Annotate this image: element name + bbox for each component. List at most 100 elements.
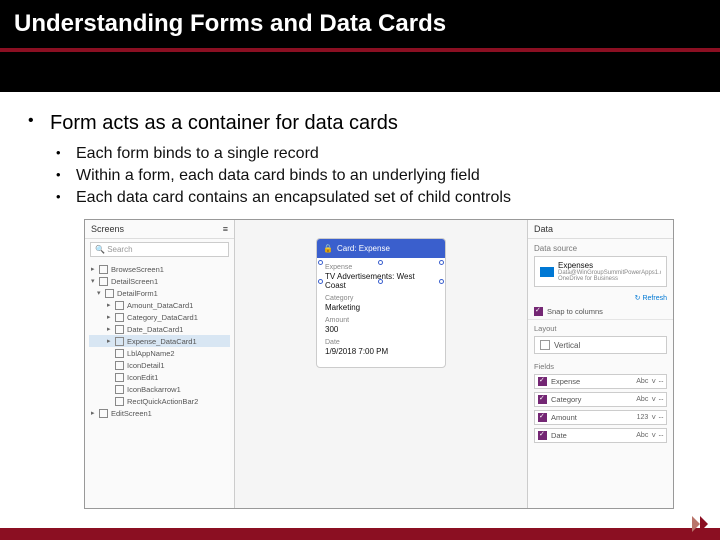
field-name: Expense (551, 377, 636, 386)
phone-preview[interactable]: 🔒 Card: Expense Expense TV Advertisement… (316, 238, 446, 368)
tree-item-amount[interactable]: ▸Amount_DataCard1 (89, 299, 230, 311)
tree-item-expense-selected[interactable]: ▸Expense_DataCard1 (89, 335, 230, 347)
more-icon[interactable]: ··· (658, 413, 663, 422)
title-bg-extension (0, 52, 720, 92)
more-icon[interactable]: ··· (658, 395, 663, 404)
bullet-dot: • (56, 145, 76, 160)
search-input[interactable]: 🔍 Search (90, 242, 229, 257)
field-row-date[interactable]: Date Abc ˅ ··· (534, 428, 667, 443)
data-source-section: Data source Expenses Data@WinGroupSummit… (528, 239, 673, 292)
chevron-down-icon[interactable]: ˅ (651, 431, 656, 440)
refresh-text: Refresh (642, 295, 667, 302)
checkbox-icon[interactable] (538, 413, 547, 422)
data-header: Data (528, 220, 673, 239)
field-row-category[interactable]: Category Abc ˅ ··· (534, 392, 667, 407)
sub-c: Each data card contains an encapsulated … (76, 189, 511, 207)
field-name: Category (551, 395, 636, 404)
snap-to-columns[interactable]: Snap to columns (528, 304, 673, 320)
fields-section: Fields Expense Abc ˅ ··· Category Abc ˅ … (528, 358, 673, 450)
checkbox-icon[interactable] (534, 307, 543, 316)
refresh-link[interactable]: ↻ Refresh (528, 292, 673, 304)
field-value: Marketing (325, 303, 437, 312)
data-source-dropdown[interactable]: Expenses Data@WinGroupSummitPowerApps1.o… (534, 256, 667, 287)
bullet-dot: • (56, 167, 76, 182)
tree-item-edit[interactable]: ▸EditScreen1 (89, 407, 230, 419)
data-panel: Data Data source Expenses Data@WinGroupS… (527, 220, 673, 508)
tree-item-date[interactable]: ▸Date_DataCard1 (89, 323, 230, 335)
field-amount: Amount 300 (325, 317, 437, 334)
tree-item-detailform[interactable]: ▾DetailForm1 (89, 287, 230, 299)
field-value: 300 (325, 325, 437, 334)
screens-header: Screens ≡ (85, 220, 234, 239)
card-title: Card: Expense (337, 244, 390, 253)
chevron-down-icon[interactable]: ˅ (651, 413, 656, 422)
layout-dropdown[interactable]: Vertical (534, 336, 667, 354)
sub-b: Within a form, each data card binds to a… (76, 167, 480, 185)
field-row-expense[interactable]: Expense Abc ˅ ··· (534, 374, 667, 389)
lock-icon: 🔒 (323, 244, 333, 253)
tree-label: EditScreen1 (111, 409, 152, 418)
screens-tree: ▸BrowseScreen1 ▾DetailScreen1 ▾DetailFor… (85, 260, 234, 422)
tree-label: IconBackarrow1 (127, 385, 181, 394)
bullet-dot: • (28, 112, 50, 130)
bullet-level2: • Each data card contains an encapsulate… (56, 189, 692, 207)
tree-item-detail[interactable]: ▾DetailScreen1 (89, 275, 230, 287)
more-icon[interactable]: ··· (658, 377, 663, 386)
field-type: Abc (636, 378, 648, 385)
card-header: 🔒 Card: Expense (317, 239, 445, 258)
snap-label: Snap to columns (547, 307, 603, 316)
data-title: Data (534, 224, 553, 234)
field-label: Date (325, 339, 437, 346)
selection-handles[interactable] (321, 263, 441, 281)
field-name: Date (551, 431, 636, 440)
layout-value: Vertical (554, 341, 580, 350)
content-area: • Form acts as a container for data card… (0, 92, 720, 519)
chevron-down-icon[interactable]: ˅ (651, 395, 656, 404)
tree-item-icondetail[interactable]: IconDetail1 (89, 359, 230, 371)
more-icon[interactable]: ··· (658, 431, 663, 440)
checkbox-icon[interactable] (538, 395, 547, 404)
list-icon[interactable]: ≡ (223, 224, 228, 234)
bullet-level1: • Form acts as a container for data card… (28, 112, 692, 135)
sub-a: Each form binds to a single record (76, 145, 319, 163)
field-label: Category (325, 295, 437, 302)
tree-label: DetailScreen1 (111, 277, 158, 286)
onedrive-icon (540, 267, 554, 277)
field-label: Amount (325, 317, 437, 324)
checkbox-icon[interactable] (538, 377, 547, 386)
checkbox-icon[interactable] (538, 431, 547, 440)
field-type: 123 (637, 414, 649, 421)
screens-title: Screens (91, 224, 124, 234)
fields-label: Fields (534, 362, 667, 371)
tree-label: Date_DataCard1 (127, 325, 183, 334)
canvas-panel: 🔒 Card: Expense Expense TV Advertisement… (235, 220, 527, 508)
tree-label: DetailForm1 (117, 289, 158, 298)
search-placeholder: Search (107, 245, 132, 254)
tree-item-appname[interactable]: LblAppName2 (89, 347, 230, 359)
chevron-down-icon[interactable]: ˅ (651, 377, 656, 386)
data-source-label: Data source (534, 244, 667, 253)
bullet-dot: • (56, 189, 76, 204)
field-row-amount[interactable]: Amount 123 ˅ ··· (534, 410, 667, 425)
screens-panel: Screens ≡ 🔍 Search ▸BrowseScreen1 ▾Detai… (85, 220, 235, 508)
tree-label: IconEdit1 (127, 373, 158, 382)
tree-item-browse[interactable]: ▸BrowseScreen1 (89, 263, 230, 275)
tree-item-rect[interactable]: RectQuickActionBar2 (89, 395, 230, 407)
field-name: Amount (551, 413, 637, 422)
layout-label: Layout (534, 324, 667, 333)
tree-label: RectQuickActionBar2 (127, 397, 198, 406)
tree-item-iconedit[interactable]: IconEdit1 (89, 371, 230, 383)
tree-label: Expense_DataCard1 (127, 337, 197, 346)
source-name: Expenses (558, 261, 661, 270)
tree-item-iconback[interactable]: IconBackarrow1 (89, 383, 230, 395)
field-type: Abc (636, 396, 648, 403)
tree-label: Category_DataCard1 (127, 313, 198, 322)
layout-icon (540, 340, 550, 350)
source-loc: OneDrive for Business (558, 276, 661, 282)
field-date: Date 1/9/2018 7:00 PM (325, 339, 437, 356)
tree-item-category[interactable]: ▸Category_DataCard1 (89, 311, 230, 323)
field-value: 1/9/2018 7:00 PM (325, 347, 437, 356)
bullet1-text: Form acts as a container for data cards (50, 112, 398, 135)
field-type: Abc (636, 432, 648, 439)
layout-section: Layout Vertical (528, 320, 673, 358)
